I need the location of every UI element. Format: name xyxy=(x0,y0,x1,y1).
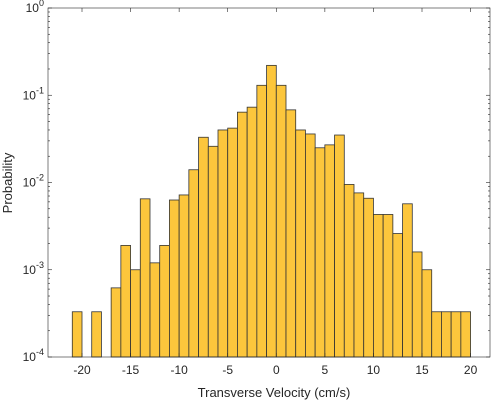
bar xyxy=(110,287,122,358)
bar xyxy=(411,251,423,358)
y-tick-base: 10 xyxy=(23,176,37,190)
bar xyxy=(314,147,326,358)
y-tick-base: 10 xyxy=(26,1,40,15)
bar xyxy=(305,133,316,358)
bar xyxy=(149,262,161,358)
x-axis-label: Transverse Velocity (cm/s) xyxy=(198,385,351,400)
y-tick-label: 100 xyxy=(26,0,44,15)
bar xyxy=(71,311,83,358)
y-tick-base: 10 xyxy=(23,350,37,364)
bar xyxy=(275,84,287,358)
y-tick-label: 10-4 xyxy=(23,347,44,364)
y-tick-exponent: 0 xyxy=(39,0,44,8)
bar xyxy=(460,311,471,358)
bar xyxy=(441,311,452,358)
bar xyxy=(392,233,403,358)
x-tick-label: 10 xyxy=(367,363,381,377)
y-tick-label: 10-1 xyxy=(23,85,44,102)
bar xyxy=(130,269,141,358)
bar xyxy=(382,214,394,358)
bar xyxy=(178,194,190,358)
bar xyxy=(159,245,170,358)
y-tick-label: 10-2 xyxy=(23,173,44,190)
x-tick-label: -20 xyxy=(73,363,91,377)
x-tick-label: -15 xyxy=(122,363,140,377)
bar xyxy=(450,311,462,358)
bar xyxy=(285,109,297,358)
x-tick-label: -5 xyxy=(222,363,233,377)
bar xyxy=(363,197,374,358)
bar xyxy=(246,106,258,358)
y-tick-exponent: -2 xyxy=(36,173,44,183)
bar xyxy=(353,192,365,358)
bar xyxy=(120,245,131,358)
bar xyxy=(431,311,442,358)
x-tick-label: 20 xyxy=(464,363,478,377)
bar xyxy=(256,84,267,358)
bar xyxy=(343,184,355,358)
y-tick-base: 10 xyxy=(23,88,37,102)
y-tick-label: 10-3 xyxy=(23,260,44,277)
x-tick-label: 15 xyxy=(415,363,429,377)
y-tick-base: 10 xyxy=(23,263,37,277)
bar xyxy=(139,198,151,358)
bar xyxy=(324,144,335,358)
x-tick-label: 0 xyxy=(273,363,280,377)
bar xyxy=(295,129,306,358)
bar xyxy=(217,129,229,358)
bar xyxy=(198,136,209,358)
bar xyxy=(207,145,219,358)
x-tick-label: -10 xyxy=(170,363,188,377)
bar xyxy=(227,127,238,358)
bar xyxy=(373,214,384,358)
bar xyxy=(188,169,199,358)
y-tick-exponent: -3 xyxy=(36,260,44,270)
y-tick-exponent: -4 xyxy=(36,347,44,357)
x-tick-label: 5 xyxy=(322,363,329,377)
bar xyxy=(237,111,248,358)
bar xyxy=(266,64,277,358)
bar xyxy=(402,203,413,358)
bar xyxy=(421,269,433,358)
bar xyxy=(169,199,180,358)
bar xyxy=(91,311,102,358)
y-tick-exponent: -1 xyxy=(36,85,44,95)
y-axis-label: Probability xyxy=(0,152,15,213)
bar xyxy=(334,134,345,358)
